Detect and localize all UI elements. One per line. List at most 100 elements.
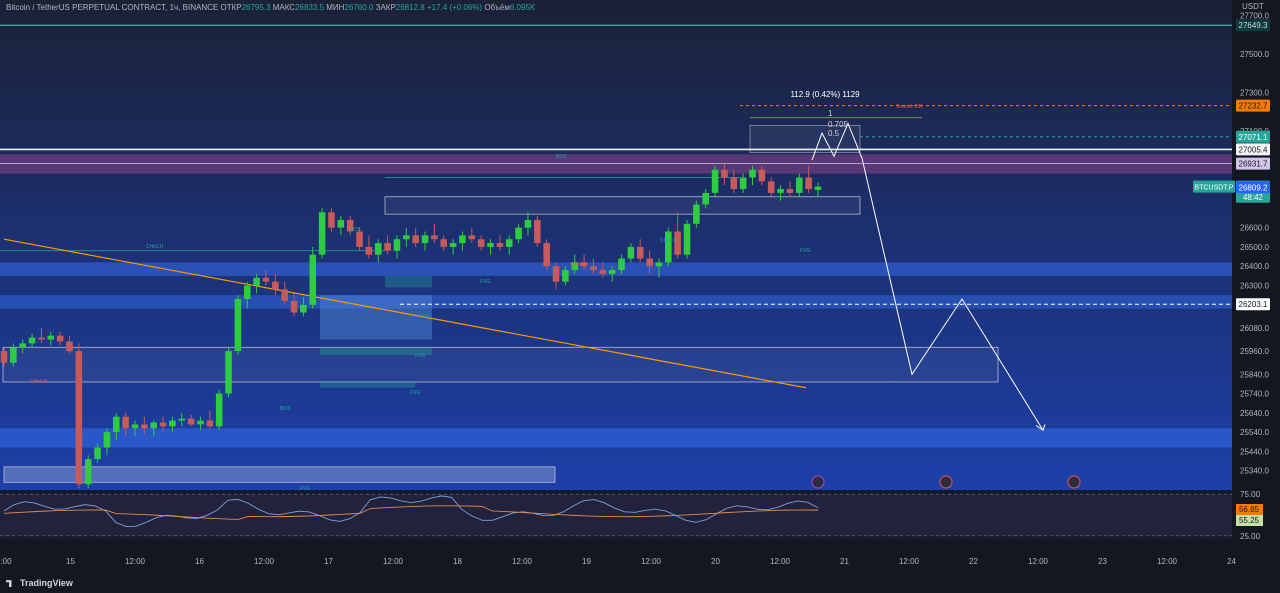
fvg-box <box>384 196 861 215</box>
candle <box>758 169 766 182</box>
candle <box>562 270 569 282</box>
fvg-label-6: FVG <box>300 486 310 492</box>
price-tick: 26080.0 <box>1240 324 1269 333</box>
candle <box>496 243 504 247</box>
fib-box <box>749 125 861 153</box>
price-tick: 26600.0 <box>1240 224 1269 233</box>
candle <box>141 424 148 429</box>
candle <box>505 239 513 247</box>
change-value: +17.4 (+0.06%) <box>426 3 483 12</box>
rsi-value: 55.25 <box>1239 516 1260 525</box>
time-tick: 12:00 <box>383 557 404 566</box>
candle <box>665 231 672 263</box>
candle <box>103 432 111 448</box>
price-label: 48:42 <box>1243 193 1264 202</box>
price-tick: 25840.0 <box>1240 370 1269 379</box>
candle <box>524 219 532 228</box>
close-value: 26812.8 <box>395 3 425 12</box>
candle <box>346 219 354 232</box>
choch-label-4: CHoCH <box>30 379 48 385</box>
candle <box>281 289 288 301</box>
trend-line <box>3 238 807 389</box>
demand-zone-2 <box>0 295 1232 309</box>
candle <box>730 177 738 190</box>
tradingview-logo[interactable]: TradingView <box>6 578 73 588</box>
candle <box>468 235 476 240</box>
time-tick: 21 <box>840 557 849 566</box>
candle <box>580 262 588 267</box>
bos-label-2: BOS <box>350 227 361 233</box>
demand-zone-3 <box>0 428 1232 448</box>
time-tick: 12:00 <box>641 557 662 566</box>
price-tick: 27300.0 <box>1240 89 1269 98</box>
time-tick: 12:00 <box>1028 557 1049 566</box>
candle <box>777 189 784 193</box>
flash-event-icon <box>811 475 825 489</box>
candle <box>0 351 8 363</box>
candle <box>805 177 812 190</box>
candle <box>10 347 17 363</box>
candle <box>56 335 64 342</box>
candle <box>225 351 232 394</box>
price-label-bg <box>1236 157 1270 170</box>
candle <box>599 270 607 274</box>
candle <box>627 246 635 259</box>
time-tick: 12:00 <box>512 557 533 566</box>
choch-label: CHoCH <box>146 244 164 250</box>
rsi-tick-75: 75.00 <box>1240 490 1261 499</box>
low-label: МИН <box>326 3 345 12</box>
candle <box>253 277 260 286</box>
candle <box>384 243 391 251</box>
time-tick: 19 <box>582 557 591 566</box>
candle <box>328 212 335 228</box>
price-label: 27232.7 <box>1239 102 1268 111</box>
price-tick: 25960.0 <box>1240 347 1269 356</box>
candle <box>28 337 36 344</box>
candles <box>0 162 822 489</box>
candle <box>618 258 625 271</box>
price-tick: 26400.0 <box>1240 262 1269 271</box>
price-tick: 25540.0 <box>1240 428 1269 437</box>
fvg-small-2 <box>320 347 432 355</box>
candle <box>796 177 803 193</box>
bos-label: BOS <box>556 154 567 160</box>
price-label-bg <box>1236 190 1270 203</box>
volume-value: 6.095K <box>509 3 536 12</box>
rsi-tick-25: 25.00 <box>1240 532 1261 541</box>
price-label-bg <box>1236 19 1270 32</box>
us-flag-event-icon <box>939 475 953 489</box>
projection-path <box>811 122 1044 431</box>
candle <box>19 343 26 348</box>
candle <box>440 239 448 247</box>
candle <box>421 235 429 244</box>
candle <box>84 459 92 485</box>
candle <box>215 393 223 427</box>
fvg-label-3: FVG <box>415 353 425 359</box>
tradingview-icon <box>6 580 12 588</box>
ticker-tag-bg <box>1193 180 1235 193</box>
price-tick: 25740.0 <box>1240 390 1269 399</box>
high-value: 26833.5 <box>295 3 325 12</box>
candle <box>272 281 279 290</box>
candle <box>534 219 541 244</box>
bearish-ob-label: Bearish OB <box>896 104 922 110</box>
rsi-ma-value-bg <box>1236 504 1263 515</box>
candle <box>449 243 457 247</box>
price-tick: 25440.0 <box>1240 447 1269 456</box>
candle <box>674 231 681 255</box>
rsi-value-bg <box>1236 515 1263 526</box>
candle <box>262 277 270 282</box>
price-tick: 25340.0 <box>1240 467 1269 476</box>
bos-label-3: BOS <box>280 406 291 412</box>
choch-label-2: CHoCH <box>660 238 678 244</box>
candle <box>608 270 616 274</box>
time-tick: 18 <box>453 557 462 566</box>
candle <box>66 341 73 352</box>
demand-zone-1 <box>0 262 1232 276</box>
candle <box>290 300 298 313</box>
candle <box>683 223 691 255</box>
high-label: МАКС <box>272 3 296 12</box>
price-label: 27071.1 <box>1239 133 1268 142</box>
us-flag-event-icon-2 <box>1067 475 1081 489</box>
